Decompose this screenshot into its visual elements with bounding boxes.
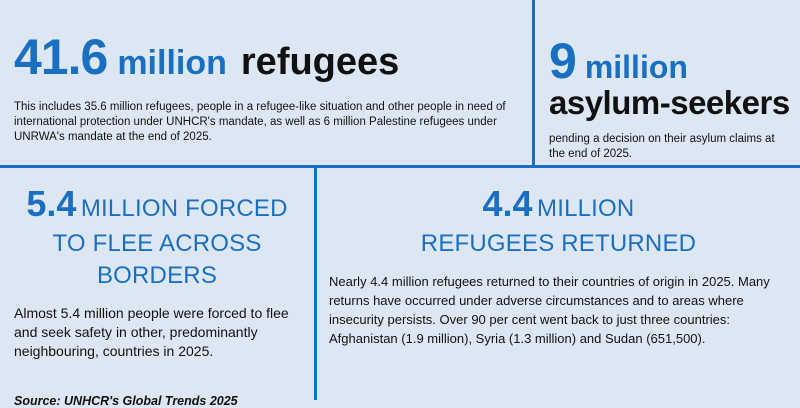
horizontal-divider <box>0 165 800 168</box>
refugees-description: This includes 35.6 million refugees, peo… <box>14 101 506 143</box>
asylum-unit: million <box>584 49 688 85</box>
forced-number: 5.4 <box>26 183 77 224</box>
vertical-divider-bottom <box>314 168 317 400</box>
forced-panel: 5.4 MILLION FORCED TO FLEE ACROSS BORDER… <box>0 168 314 408</box>
returned-headline: 4.4 MILLION REFUGEES RETURNED <box>329 186 788 260</box>
returned-description: Nearly 4.4 million refugees returned to … <box>329 274 770 346</box>
refugees-unit: million <box>117 44 227 82</box>
refugees-noun: refugees <box>240 41 400 83</box>
asylum-description: pending a decision on their asylum claim… <box>549 133 775 160</box>
refugees-number: 41.6 <box>14 29 108 85</box>
vertical-divider-top <box>532 0 535 165</box>
source-note: Source: UNHCR's Global Trends 2025 <box>14 394 238 408</box>
asylum-noun: asylum-seekers <box>549 84 790 121</box>
returned-number: 4.4 <box>482 183 533 224</box>
returned-caps-line1: MILLION <box>537 195 635 222</box>
forced-headline: 5.4 MILLION FORCED TO FLEE ACROSS BORDER… <box>14 186 300 292</box>
refugees-headline: 41.6 million refugees <box>14 28 518 86</box>
asylum-headline: 9 million <box>549 32 790 90</box>
refugees-panel: 41.6 million refugees This includes 35.6… <box>0 0 532 165</box>
returned-caps-line2: REFUGEES RETURNED <box>420 230 697 257</box>
asylum-number: 9 <box>549 33 577 89</box>
forced-caps-line2: TO FLEE ACROSS BORDERS <box>52 230 262 289</box>
forced-description: Almost 5.4 million people were forced to… <box>14 305 289 359</box>
returned-panel: 4.4 MILLION REFUGEES RETURNED Nearly 4.4… <box>317 168 800 400</box>
forced-caps-line1: MILLION FORCED <box>80 195 288 222</box>
asylum-panel: 9 million asylum-seekers pending a decis… <box>535 0 800 165</box>
